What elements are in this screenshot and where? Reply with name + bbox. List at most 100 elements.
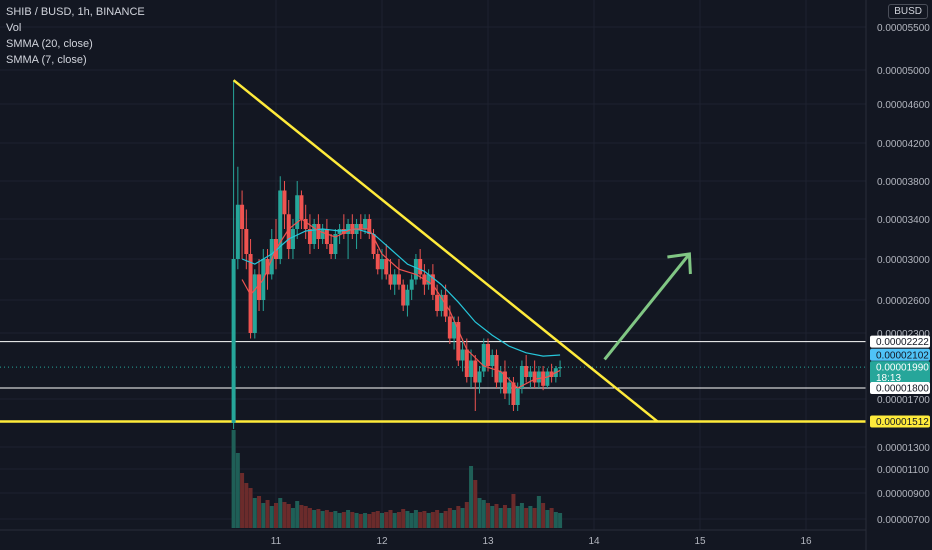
volume-bar (464, 502, 469, 528)
price-label-value: 0.00002102 (876, 350, 929, 361)
symbol-title[interactable]: SHIB / BUSD, 1h, BINANCE (6, 6, 145, 18)
volume-bar (549, 508, 554, 528)
currency-badge[interactable]: BUSD (888, 4, 928, 19)
candle-body (358, 224, 363, 229)
candle (435, 284, 440, 317)
candle (252, 269, 257, 339)
candle-body (333, 234, 338, 254)
candle (248, 239, 253, 339)
candle-body (388, 274, 393, 285)
y-tick-label: 0.00003800 (877, 177, 930, 188)
vol-indicator-label[interactable]: Vol (6, 22, 22, 34)
volume-bar (367, 514, 372, 528)
candle (329, 234, 334, 259)
volume-bar (290, 508, 295, 528)
y-tick-label: 0.00000900 (877, 489, 930, 500)
candle-body (469, 360, 474, 377)
candle-body (439, 294, 444, 311)
candle (388, 259, 393, 290)
candle-body (524, 366, 529, 377)
volume-bar (231, 430, 236, 528)
volume-bar (269, 506, 274, 528)
candle-body (320, 229, 325, 239)
candle-body (447, 316, 452, 339)
descending-trendline[interactable] (232, 79, 659, 423)
candle (456, 316, 461, 366)
volume-bar (435, 510, 440, 528)
candle (490, 349, 495, 377)
volume-bar (371, 512, 376, 528)
candle-body (515, 388, 520, 405)
candle-body (341, 229, 346, 234)
candle-body (269, 239, 274, 275)
candle-body (257, 274, 262, 300)
projection-arrow[interactable] (603, 253, 691, 361)
volume-bar (418, 512, 423, 528)
volume-bar (299, 505, 304, 528)
y-tick-label: 0.00003000 (877, 255, 930, 266)
price-label: 0.00002102 (870, 348, 930, 361)
horizontal-levels[interactable] (0, 341, 866, 423)
volume-bar (320, 511, 325, 528)
candle-body (498, 371, 503, 383)
price-label: 0.00001800 (870, 382, 930, 395)
volume-bar (507, 508, 512, 528)
candle-body (235, 204, 240, 259)
candle (418, 249, 423, 280)
candle (235, 166, 240, 270)
y-tick-label: 0.00002600 (877, 296, 930, 307)
candle-body (558, 367, 563, 369)
price-label-bg (870, 361, 930, 384)
volume-bar (430, 512, 435, 528)
y-tick-label: 0.00002300 (877, 329, 930, 340)
candle (392, 269, 397, 295)
volume-bar (515, 506, 520, 528)
volume-bar (278, 498, 283, 528)
time-axis[interactable]: 11 12 13 14 15 16 (0, 529, 866, 547)
candle (240, 190, 245, 259)
candle-body (541, 371, 546, 386)
volume-bar (265, 500, 270, 528)
volume-bar (333, 511, 338, 528)
candle (469, 349, 474, 388)
candle (401, 279, 406, 311)
candle-body (265, 259, 270, 275)
candle (409, 274, 414, 300)
candle-body (346, 224, 351, 234)
volume-bar (261, 503, 266, 528)
candle-body (375, 254, 380, 270)
volume-bar (469, 466, 474, 528)
candle-body (511, 382, 516, 405)
candle-body (418, 259, 423, 275)
candle (363, 214, 368, 234)
volume-bar (354, 513, 359, 528)
candle (519, 360, 524, 394)
candle-body (278, 190, 283, 259)
candle-body (456, 322, 461, 361)
volume-bar (477, 498, 482, 528)
candle (464, 338, 469, 383)
y-tick-label: 0.00001100 (877, 465, 930, 476)
volume-bar (528, 506, 533, 528)
smma7-indicator-label[interactable]: SMMA (7, close) (6, 54, 87, 66)
candle-body (502, 371, 507, 394)
volume-bar (439, 513, 444, 528)
candle-body (413, 259, 418, 280)
volume-bar (235, 453, 240, 528)
volume-bar (401, 509, 406, 528)
candle (244, 209, 249, 270)
drawings[interactable] (232, 79, 692, 423)
volume-bar (443, 511, 448, 528)
smma20-indicator-label[interactable]: SMMA (20, close) (6, 38, 93, 50)
candle-body (473, 360, 478, 383)
volume-bar (363, 513, 368, 528)
price-axis[interactable]: 0.00005500 0.00005000 0.00004600 0.00004200… (865, 0, 930, 550)
volume-bar (252, 498, 257, 528)
candle-body (248, 254, 253, 333)
candle-body (481, 344, 486, 372)
volume-bar (392, 513, 397, 528)
volume-bar (329, 512, 334, 528)
y-tick-label: 0.00001300 (877, 443, 930, 454)
